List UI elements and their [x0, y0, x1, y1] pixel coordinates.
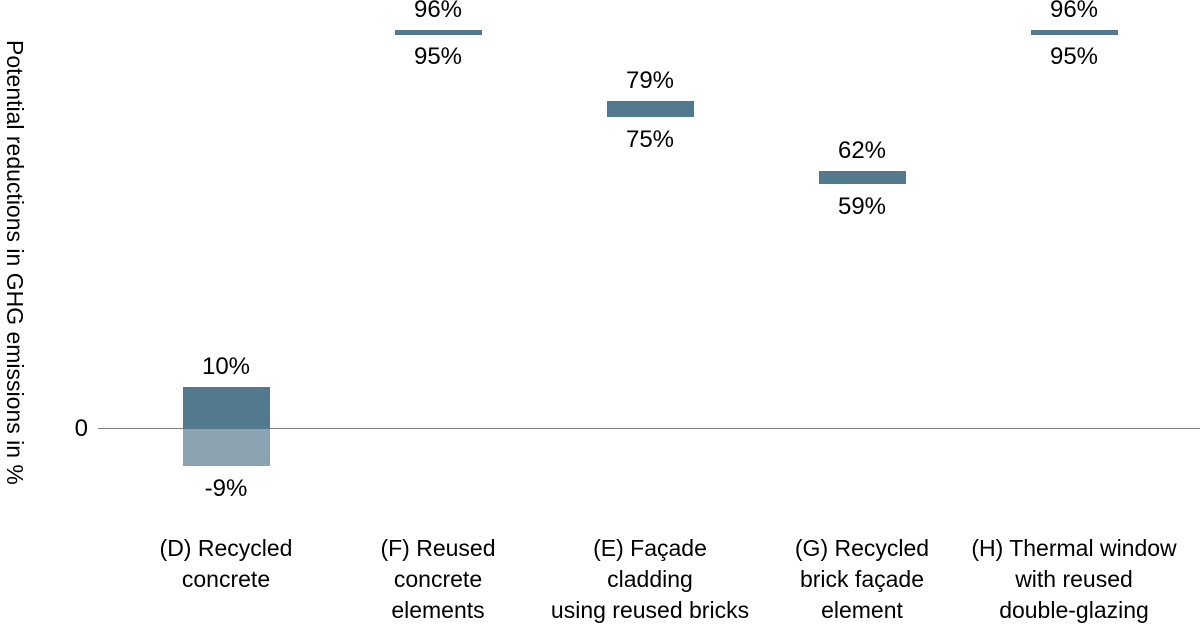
bar-high-value-label: 62% [837, 137, 887, 165]
category-label-line: brick façade [799, 566, 924, 592]
y-axis-zero-tick-label: 0 [74, 414, 88, 442]
category-label-line: with reused [1015, 566, 1133, 592]
category-label: (D) Recycled concrete [106, 533, 346, 595]
category-label: (E) Façade cladding using reused bricks [530, 533, 770, 626]
bar-segment-positive [1030, 30, 1118, 35]
category-label-line: elements [391, 597, 485, 623]
category-label: (F) Reused concrete elements [318, 533, 558, 626]
bar-low-value-label: 95% [1049, 43, 1099, 71]
category-label-line: (F) Reused [380, 535, 496, 561]
category-label-line: (H) Thermal window [971, 535, 1177, 561]
category-label-line: cladding [607, 566, 693, 592]
bar-segment-positive [606, 100, 694, 118]
bar-segment-negative [182, 428, 270, 466]
bar-high-value-label: 96% [1049, 0, 1099, 24]
bar-low-value-label: -9% [204, 474, 248, 502]
category-label-line: double-glazing [999, 597, 1149, 623]
y-axis-label: Potential reductions in GHG emissions in… [2, 40, 28, 485]
bar-low-value-label: 75% [625, 126, 675, 154]
bar-high-value-label: 79% [625, 66, 675, 94]
category-label: (G) Recycled brick façade element [742, 533, 982, 626]
category-label-line: (G) Recycled [794, 535, 930, 561]
bar-segment-positive [818, 171, 906, 184]
bar-low-value-label: 95% [413, 43, 463, 71]
zero-baseline [98, 427, 1200, 430]
bar-high-value-label: 10% [201, 353, 251, 380]
category-label-line: using reused bricks [550, 597, 750, 623]
bar-high-value-label: 96% [413, 0, 463, 24]
category-label-line: (D) Recycled [159, 535, 293, 561]
category-label: (H) Thermal window with reused double-glaz… [954, 533, 1194, 626]
bar-segment-positive [394, 30, 482, 35]
category-label-line: (E) Façade [593, 535, 707, 561]
category-label-line: concrete [181, 566, 271, 592]
bar-low-value-label: 59% [837, 192, 887, 220]
category-label-line: concrete [393, 566, 483, 592]
category-label-line: element [821, 597, 903, 623]
bar-segment-positive [182, 387, 270, 429]
